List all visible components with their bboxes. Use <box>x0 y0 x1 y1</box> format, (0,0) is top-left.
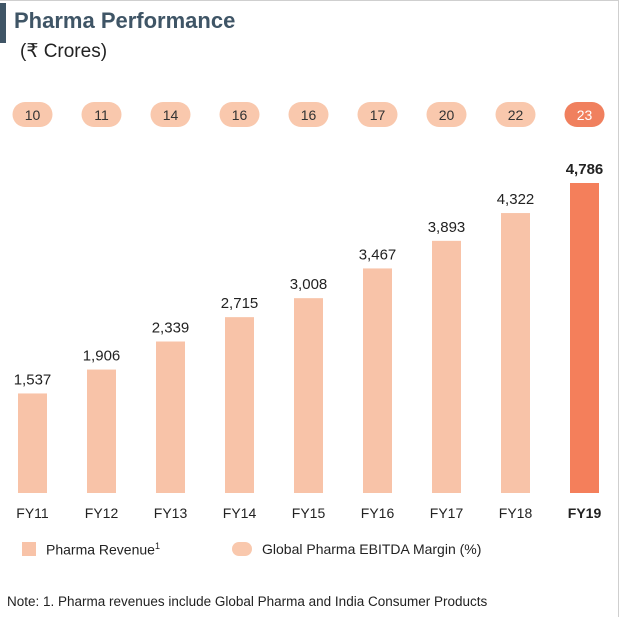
ebitda-margin-label: 16 <box>301 107 317 123</box>
ebitda-margin-label: 10 <box>25 107 41 123</box>
bar-value-label: 1,537 <box>14 371 52 388</box>
x-tick-label: FY13 <box>154 505 188 521</box>
page-title: Pharma Performance <box>14 8 236 33</box>
chart-legend: Pharma Revenue1 Global Pharma EBITDA Mar… <box>0 541 620 565</box>
bar-value-label: 3,467 <box>359 246 397 263</box>
x-tick-label: FY12 <box>85 505 119 521</box>
x-tick-label: FY16 <box>361 505 395 521</box>
bar-value-label: 4,786 <box>566 161 604 178</box>
x-tick-label: FY18 <box>499 505 533 521</box>
ebitda-margin-pill <box>150 102 191 127</box>
x-tick-label: FY14 <box>223 505 257 521</box>
bar-value-label: 2,715 <box>221 295 259 312</box>
revenue-bar <box>156 341 185 493</box>
bar-value-label: 3,893 <box>428 219 466 236</box>
revenue-bar <box>501 213 530 493</box>
revenue-bar <box>432 240 461 493</box>
revenue-bar <box>18 393 47 493</box>
x-tick-label: FY11 <box>16 505 49 521</box>
ebitda-margin-pill <box>426 102 467 127</box>
ebitda-margin-pill <box>81 102 122 127</box>
x-tick-label: FY15 <box>292 505 326 521</box>
bar-value-label: 1,906 <box>83 348 121 365</box>
title-accent-bar <box>0 3 6 43</box>
ebitda-margin-pill <box>357 102 398 127</box>
revenue-bar <box>225 317 254 493</box>
revenue-bar <box>363 268 392 493</box>
legend-item-ebitda-margin: Global Pharma EBITDA Margin (%) <box>232 541 481 557</box>
x-tick-label: FY17 <box>430 505 464 521</box>
ebitda-margin-label: 16 <box>232 107 248 123</box>
ebitda-margin-label: 11 <box>94 107 109 123</box>
ebitda-margin-label: 23 <box>577 107 593 123</box>
revenue-bar <box>87 369 116 493</box>
revenue-bar-chart: 10 1,537 FY11 11 1,906 FY12 14 2,339 FY13 16 2,715… <box>12 102 605 521</box>
legend-pill-swatch <box>232 542 252 556</box>
legend-item-revenue: Pharma Revenue1 <box>22 541 160 558</box>
legend-margin-label: Global Pharma EBITDA Margin (%) <box>262 541 482 557</box>
revenue-bar <box>294 298 323 493</box>
ebitda-margin-label: 17 <box>370 107 386 123</box>
ebitda-margin-pill <box>495 102 536 127</box>
ebitda-margin-pill <box>12 102 53 127</box>
legend-revenue-label: Pharma Revenue1 <box>46 541 160 558</box>
bar-value-label: 2,339 <box>152 319 190 336</box>
ebitda-margin-pill <box>288 102 329 127</box>
ebitda-margin-pill <box>564 102 605 127</box>
ebitda-margin-label: 22 <box>508 107 524 123</box>
bar-value-label: 4,322 <box>497 191 535 208</box>
x-tick-label: FY19 <box>568 505 602 521</box>
revenue-bar <box>570 183 599 493</box>
legend-bar-swatch <box>22 542 36 557</box>
ebitda-margin-label: 20 <box>439 107 455 123</box>
footnote: Note: 1. Pharma revenues include Global … <box>7 594 488 609</box>
chart-subtitle: (₹ Crores) <box>20 41 108 62</box>
ebitda-margin-pill <box>219 102 260 127</box>
bar-value-label: 3,008 <box>290 276 328 293</box>
ebitda-margin-label: 14 <box>163 107 179 123</box>
